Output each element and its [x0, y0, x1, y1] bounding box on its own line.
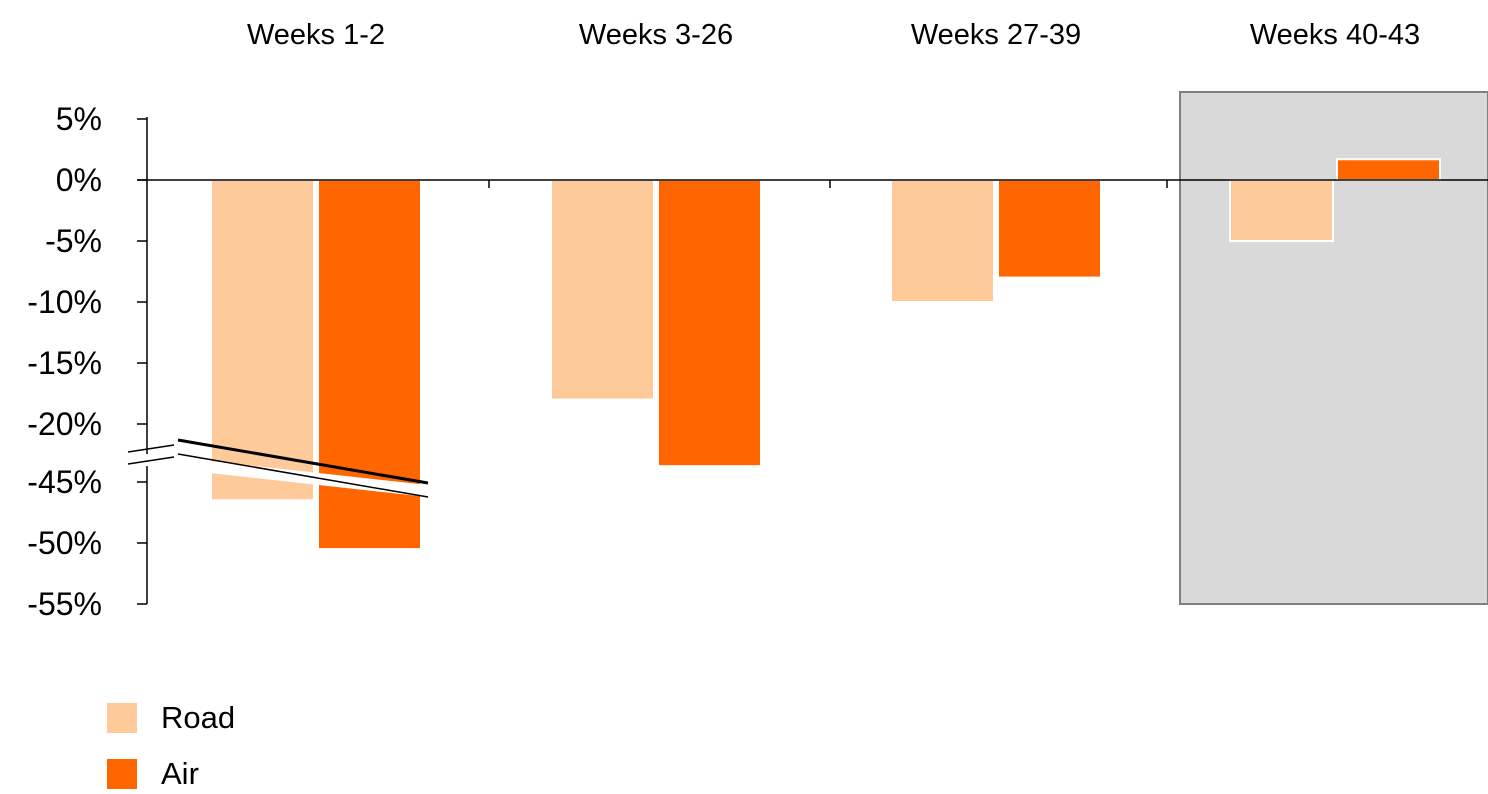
y-tick-label: -55%	[27, 586, 102, 622]
legend-swatch-road	[107, 703, 137, 733]
y-tick-label: -50%	[27, 525, 102, 561]
legend-item-road: Road	[107, 700, 367, 736]
y-tick-label: -20%	[27, 406, 102, 442]
y-tick-label: -15%	[27, 345, 102, 381]
axis-break-gap	[128, 452, 428, 497]
y-tick-label: 0%	[56, 162, 102, 198]
category-label: Weeks 1-2	[247, 19, 385, 51]
y-tick-label: 5%	[56, 101, 102, 137]
legend: Road Air	[107, 700, 367, 792]
y-tick-label: -10%	[27, 284, 102, 320]
y-tick-label: -5%	[45, 223, 102, 259]
axis-break-line-upper	[177, 438, 429, 485]
bar-air-2	[657, 179, 762, 468]
bar-road-4	[1229, 179, 1334, 242]
highlight-region	[1179, 91, 1488, 605]
y-tick-labels: 5% 0% -5% -10% -15% -20% -45% -50% -55%	[27, 101, 147, 622]
legend-label-air: Air	[161, 756, 199, 791]
bar-air-4	[1336, 158, 1441, 181]
bar-road-2	[550, 179, 655, 401]
legend-label-road: Road	[161, 700, 236, 735]
category-label: Weeks 27-39	[911, 19, 1081, 51]
category-label: Weeks 40-43	[1250, 19, 1420, 51]
axis-break-line-lower	[127, 456, 175, 465]
bar-road-3	[890, 179, 995, 303]
x-axis	[137, 179, 1488, 188]
bar-road-1	[210, 179, 315, 502]
legend-item-air: Air	[107, 756, 367, 792]
y-tick-label: -45%	[27, 464, 102, 500]
axis-break-marker	[127, 438, 429, 498]
category-labels: Weeks 1-2 Weeks 3-26 Weeks 27-39 Weeks 40-4…	[247, 19, 1420, 51]
category-label: Weeks 3-26	[579, 19, 733, 51]
axis-break-line-lower	[177, 453, 429, 498]
legend-swatch-air	[107, 759, 137, 789]
bar-air-3	[997, 179, 1102, 279]
axis-break-line-upper	[127, 444, 175, 453]
